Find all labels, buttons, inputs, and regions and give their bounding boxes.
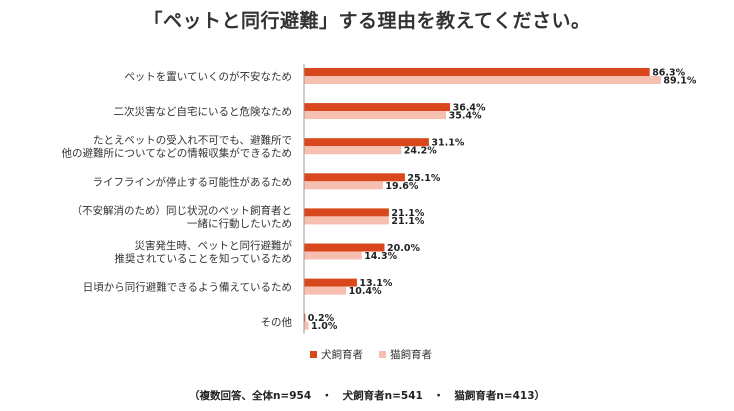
bar-dog — [304, 278, 357, 287]
bar-dog — [304, 68, 650, 76]
bar-dog — [304, 313, 306, 322]
legend-item-cat: 猫飼育者 — [379, 347, 432, 362]
value-label-dog: 13.1% — [359, 278, 392, 289]
value-label-dog: 36.4% — [453, 103, 486, 114]
category-label: 二次災害など自宅にいると危険なため — [114, 105, 293, 118]
bar-cat — [304, 181, 383, 190]
value-label-dog: 86.3% — [652, 68, 685, 79]
category-label: ペットを置いていくのが不安なため — [124, 70, 292, 83]
category-label: ライフラインが停止する可能性があるため — [93, 175, 293, 188]
value-label-cat: 19.6% — [385, 181, 418, 192]
value-label-cat: 35.4% — [449, 111, 482, 122]
bar-cat — [304, 286, 347, 295]
value-label-cat: 14.3% — [364, 251, 397, 262]
value-label-dog: 21.1% — [391, 208, 424, 219]
value-label-cat: 10.4% — [349, 286, 382, 297]
legend-label-cat: 猫飼育者 — [390, 349, 432, 361]
value-label-cat: 24.2% — [404, 146, 437, 157]
category-label: 災害発生時、ペットと同行避難が推奨されていることを知っているため — [114, 239, 292, 265]
category-label: その他 — [261, 316, 293, 329]
value-label-dog: 31.1% — [431, 138, 464, 149]
value-label-cat: 89.1% — [663, 76, 696, 87]
bar-dog — [304, 103, 451, 112]
category-label: たとえペットの受入れ不可でも、避難所で他の避難所についてなどの情報収集ができるた… — [62, 134, 292, 160]
bar-dog — [304, 243, 385, 252]
bar-cat — [304, 321, 309, 330]
value-label-dog: 25.1% — [407, 173, 440, 184]
bar-cat — [304, 216, 389, 225]
legend-label-dog: 犬飼育者 — [321, 349, 363, 361]
value-label-cat: 21.1% — [391, 216, 424, 227]
chart-footnote: （複数回答、全体n=954 ・ 犬飼育者n=541 ・ 猫飼育者n=413） — [188, 390, 546, 402]
chart-legend: 犬飼育者 猫飼育者 — [310, 347, 432, 362]
bar-dog — [304, 173, 405, 182]
bar-cat — [304, 76, 661, 84]
legend-item-dog: 犬飼育者 — [310, 347, 363, 362]
value-label-dog: 0.2% — [308, 313, 335, 324]
legend-swatch-dog — [310, 351, 317, 358]
bar-cat — [304, 111, 447, 120]
value-label-dog: 20.0% — [387, 243, 420, 254]
bar-cat — [304, 251, 362, 260]
bar-cat — [304, 146, 402, 155]
bar-dog — [304, 138, 429, 147]
chart-title: 「ペットと同行避難」する理由を教えてください。 — [143, 10, 591, 32]
legend-swatch-cat — [379, 351, 386, 358]
category-label: （不安解消のため）同じ状況のペット飼育者と一緒に行動したいため — [72, 204, 293, 230]
category-label: 日頃から同行避難できるよう備えているため — [83, 281, 292, 294]
value-label-cat: 1.0% — [311, 321, 338, 332]
bar-dog — [304, 208, 389, 217]
